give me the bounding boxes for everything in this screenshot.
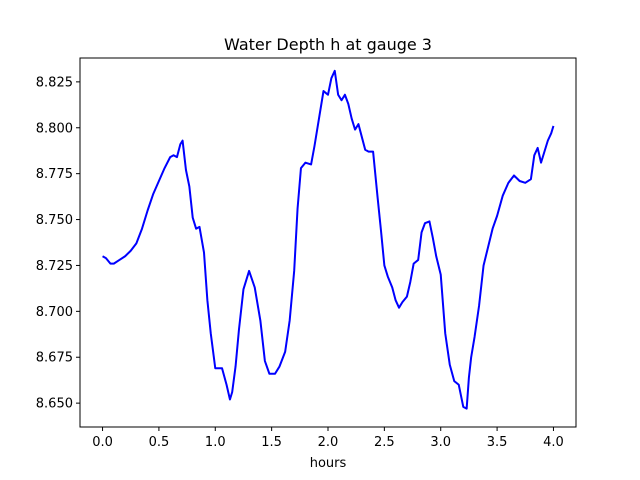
- x-axis: 0.0 0.5 1.0 1.5 2.0 2.5 3.0 3.5 4.0: [92, 427, 564, 450]
- y-tick-label: 8.675: [36, 351, 73, 366]
- x-axis-label: hours: [310, 456, 347, 471]
- x-tick-label: 0.5: [149, 435, 170, 450]
- y-tick-label: 8.825: [36, 75, 73, 90]
- x-tick-label: 3.0: [430, 435, 451, 450]
- y-tick-label: 8.775: [36, 167, 73, 182]
- y-tick-label: 8.650: [36, 397, 73, 412]
- y-tick-label: 8.800: [36, 121, 73, 136]
- plot-area: [102, 69, 555, 410]
- x-tick-label: 1.5: [261, 435, 282, 450]
- x-tick-label: 1.0: [205, 435, 226, 450]
- x-tick-label: 3.5: [487, 435, 508, 450]
- y-axis: 8.650 8.675 8.700 8.725 8.750 8.775 8.800 8.825: [36, 75, 80, 412]
- y-tick-label: 8.750: [36, 213, 73, 228]
- plot-frame: [79, 57, 577, 428]
- chart-title: Water Depth h at gauge 3: [224, 35, 432, 54]
- x-tick-label: 2.5: [374, 435, 395, 450]
- x-tick-label: 0.0: [92, 435, 113, 450]
- y-tick-label: 8.725: [36, 259, 73, 274]
- x-tick-label: 4.0: [543, 435, 564, 450]
- x-tick-label: 2.0: [318, 435, 339, 450]
- series-line-0: [102, 69, 555, 410]
- y-tick-label: 8.700: [36, 305, 73, 320]
